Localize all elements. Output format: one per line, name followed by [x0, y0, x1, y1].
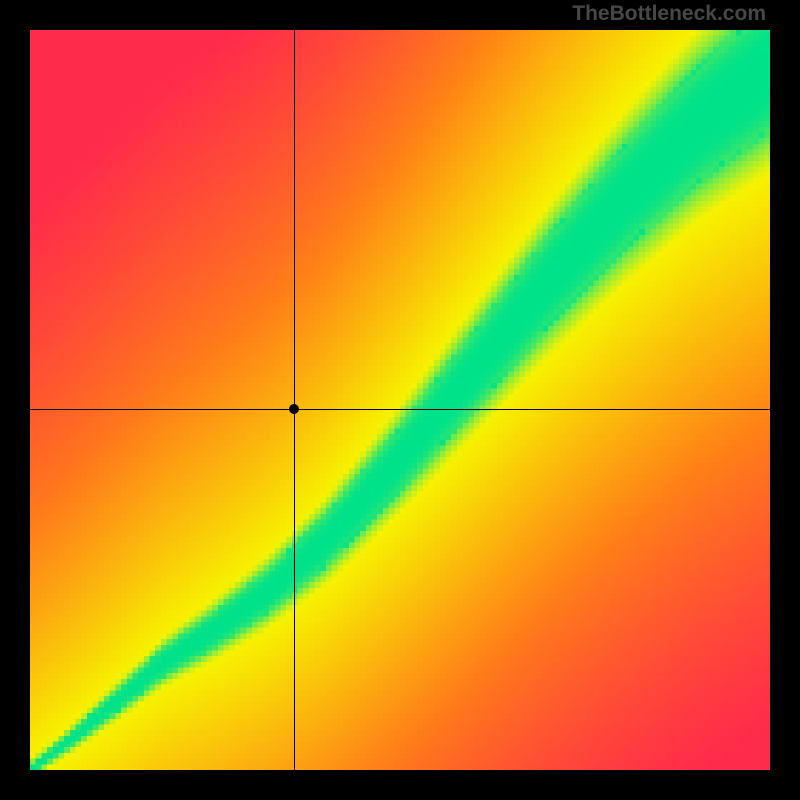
chart-outer-frame: TheBottleneck.com: [0, 0, 800, 800]
watermark-text: TheBottleneck.com: [572, 2, 766, 26]
crosshair-point: [289, 404, 299, 414]
crosshair-vertical-line: [294, 30, 295, 770]
plot-area: [30, 30, 770, 770]
crosshair-horizontal-line: [30, 409, 770, 410]
heatmap-canvas: [30, 30, 770, 770]
